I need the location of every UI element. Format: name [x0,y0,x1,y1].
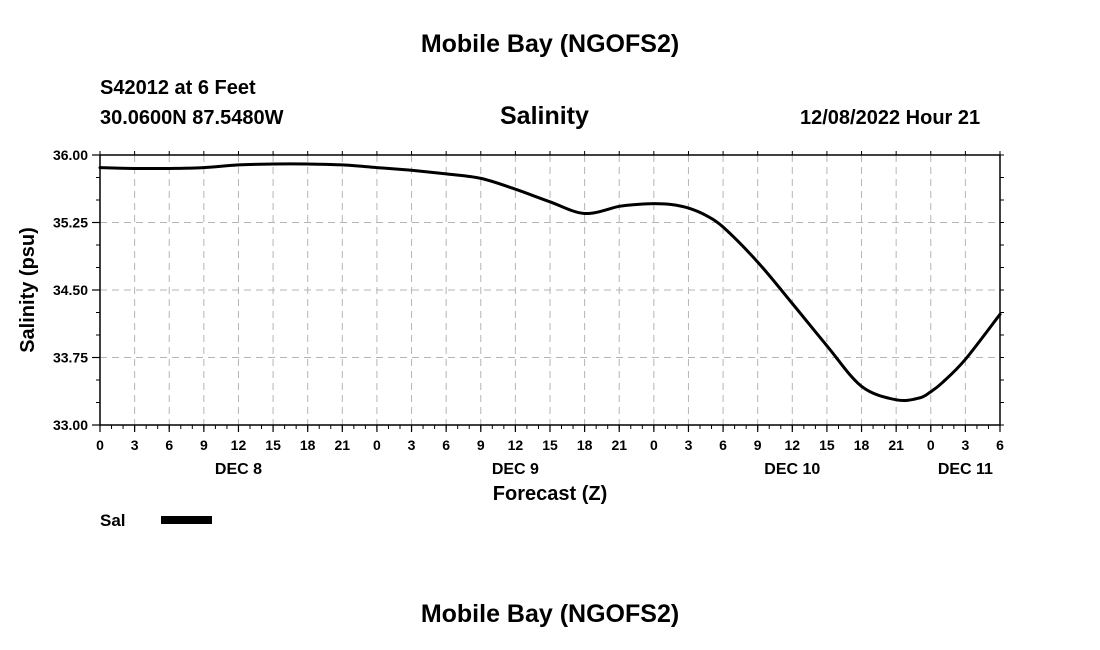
x-tick-label: 21 [888,437,904,453]
x-tick-label: 15 [542,437,558,453]
y-tick-label: 33.00 [53,417,88,433]
x-tick-label: 6 [442,437,450,453]
x-tick-label: 9 [477,437,485,453]
x-tick-label: 0 [96,437,104,453]
x-tick-label: 0 [373,437,381,453]
x-tick-label: 15 [265,437,281,453]
day-label: DEC 8 [215,461,262,478]
legend-label-sal: Sal [100,511,126,530]
chart-title: Mobile Bay (NGOFS2) [420,30,680,58]
x-tick-label: 15 [819,437,835,453]
x-tick-label: 9 [200,437,208,453]
x-tick-label: 6 [996,437,1004,453]
plot-frame [99,154,1001,426]
chart-subtitle: Salinity [500,102,589,130]
y-tick-label: 35.25 [53,215,88,231]
x-tick-label: 6 [719,437,727,453]
y-tick-label: 34.50 [53,282,88,298]
day-label: DEC 9 [492,461,539,478]
x-tick-label: 18 [300,437,316,453]
x-tick-label: 0 [927,437,935,453]
x-tick-label: 18 [577,437,593,453]
station-label: S42012 at 6 Feet [100,77,256,99]
x-tick-label: 12 [785,437,801,453]
legend-swatch-sal [161,516,212,524]
x-tick-label: 3 [685,437,693,453]
x-tick-label: 6 [165,437,173,453]
x-tick-label: 18 [854,437,870,453]
day-label: DEC 10 [764,461,820,478]
y-axis-label: Salinity (psu) [17,227,39,353]
y-tick-label: 33.75 [53,350,88,366]
station-coordinates: 30.0600N 87.5480W [100,107,284,129]
series-line-sal [98,162,1002,403]
x-tick-label: 12 [508,437,524,453]
x-axis-label: Forecast (Z) [493,483,607,505]
footer-title: Mobile Bay (NGOFS2) [420,600,680,628]
x-tick-label: 3 [131,437,139,453]
x-tick-label: 0 [650,437,658,453]
x-tick-label: 3 [961,437,969,453]
y-tick-label: 36.00 [53,147,88,163]
day-label: DEC 11 [938,461,993,478]
x-tick-label: 21 [335,437,351,453]
x-tick-label: 12 [231,437,247,453]
x-tick-label: 21 [611,437,627,453]
x-tick-label: 3 [408,437,416,453]
x-tick-label: 9 [754,437,762,453]
forecast-datetime: 12/08/2022 Hour 21 [800,107,981,129]
